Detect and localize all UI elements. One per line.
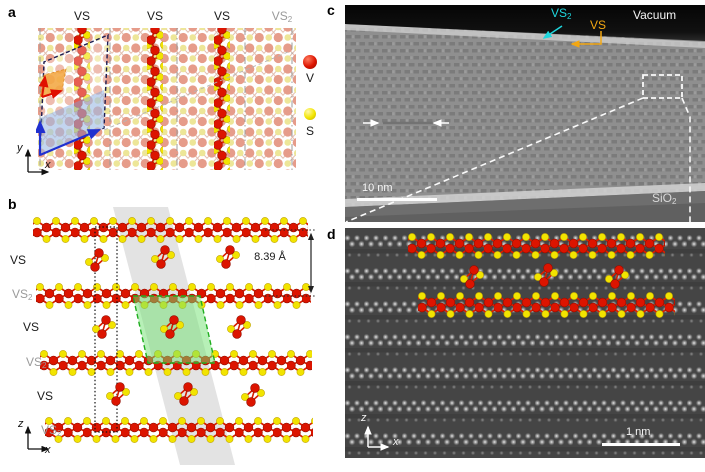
x-axis-label: x <box>393 436 399 448</box>
x-axis-label: x <box>44 159 51 171</box>
vs-pointer-arrow <box>570 31 602 48</box>
scale-bar-label: 10 nm <box>362 182 393 194</box>
z-axis-label: z <box>361 412 367 424</box>
vs2-layer-row <box>45 417 313 443</box>
y-axis-label: y <box>16 142 24 154</box>
vs2-overlay-chain <box>418 292 675 318</box>
panel-c-letter: c <box>327 2 335 18</box>
stem-herringbone-texture <box>345 228 705 458</box>
panel-b-axes: z x <box>17 418 51 456</box>
vs-label: VS <box>590 18 607 32</box>
legend-s-label: S <box>305 124 314 138</box>
scale-bar-1nm <box>602 443 680 446</box>
scale-bar-label: 1 nm <box>626 426 651 438</box>
panel-c-stem-image: VS2 VS Vacuum SiO2 10 nm <box>345 5 705 222</box>
sio2-label: SiO2 <box>652 191 677 206</box>
sio2-dark-edge <box>345 203 705 222</box>
top-bright-surface-layer <box>345 24 705 48</box>
vacuum-label: Vacuum <box>633 8 677 22</box>
panel-a-letter: a <box>8 4 16 20</box>
panel-d-axes <box>364 425 390 451</box>
vs-column-label: VS <box>146 9 164 23</box>
vs2-row-label: VS2 <box>41 423 62 438</box>
legend-s-sphere <box>304 108 316 120</box>
spacing-measurement-label: 8.39 Å <box>254 251 286 263</box>
zoom-region-box <box>642 74 683 99</box>
x-axis-label: x <box>44 444 51 456</box>
z-axis-label: z <box>17 418 24 430</box>
blue-lattice-vectors <box>36 119 102 157</box>
vs-column-label: VS <box>213 9 231 23</box>
panel-a-axes: y x <box>16 142 51 176</box>
legend-v-sphere <box>303 55 317 69</box>
vacuum-region <box>345 5 705 41</box>
panel-d-stem-image: z x 1 nm <box>345 228 705 458</box>
vs-row-label: VS <box>23 320 40 334</box>
vs2-layer-row <box>33 217 308 243</box>
scale-bar-10nm <box>357 198 437 201</box>
vs-chain-column <box>214 28 230 170</box>
stem-atomic-resolution-graphics <box>345 228 705 458</box>
panel-a: VS VS VS VS2 <box>0 0 330 190</box>
vs-row-label: VS <box>37 389 54 403</box>
legend-v-label: V <box>305 71 314 85</box>
crystal-structure-top-view <box>36 28 296 172</box>
interlayer-spacing-annotation <box>265 229 315 297</box>
stem-overview-graphics <box>345 5 705 222</box>
zoom-connector-line <box>681 97 691 222</box>
vs-row-label: VS <box>10 253 27 267</box>
vs-column-label: VS <box>73 9 91 23</box>
vs2-row-label: VS2 <box>12 287 33 302</box>
panel-d-letter: d <box>327 226 336 242</box>
vs2-column-label: VS2 <box>271 9 293 24</box>
vs2-pointer-arrow <box>542 25 563 39</box>
vs2-label: VS2 <box>551 6 572 21</box>
red-lattice-vectors <box>38 75 63 99</box>
crystal-structure-side-view <box>33 207 315 465</box>
diagonal-guide-line <box>103 51 289 131</box>
vs2-row-label: VS2 <box>26 355 47 370</box>
zoom-connector-line <box>345 97 644 222</box>
blue-shaded-cell <box>40 90 104 155</box>
vs2-overlay-chain <box>408 233 665 259</box>
vs-chain-column <box>147 28 163 170</box>
panel-b-letter: b <box>8 196 17 212</box>
